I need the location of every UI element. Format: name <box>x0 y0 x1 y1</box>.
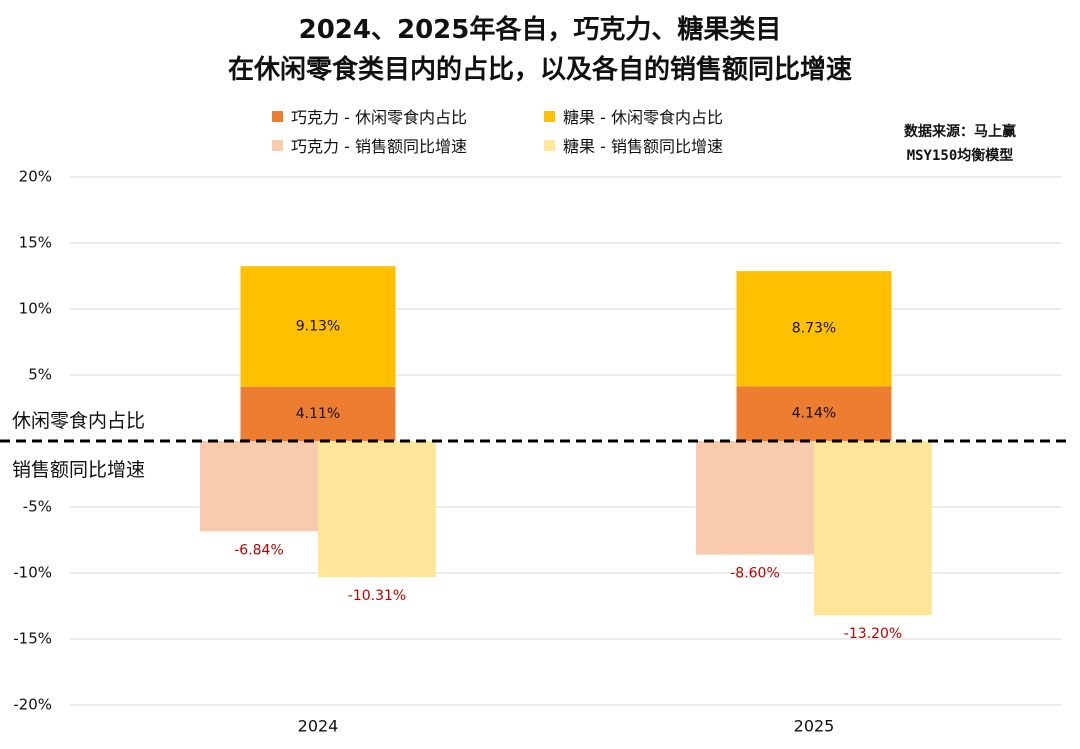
data-source: 数据来源：马上赢 MSY150均衡模型 <box>880 120 1040 168</box>
legend-swatch <box>544 110 555 122</box>
chart-title-line1: 2024、2025年各自，巧克力、糖果类目 <box>298 15 782 45</box>
side-label-share: 休闲零食内占比 <box>12 406 146 433</box>
share-bar <box>736 271 892 387</box>
y-tick-label: 20% <box>19 168 52 186</box>
legend-label: 糖果 - 休闲零食内占比 <box>563 108 723 127</box>
chart-title-line2: 在休闲零食类目内的占比，以及各自的销售额同比增速 <box>227 55 852 85</box>
x-tick-label: 2024 <box>298 717 339 736</box>
growth-data-label: -10.31% <box>348 588 406 604</box>
growth-data-label: -6.84% <box>234 542 284 558</box>
share-bar <box>240 266 396 387</box>
y-tick-label: -10% <box>13 564 52 582</box>
growth-bar <box>200 441 318 532</box>
legend-item-chocolate-share: 巧克力 - 休闲零食内占比 <box>272 104 467 128</box>
legend-label: 巧克力 - 休闲零食内占比 <box>291 108 467 127</box>
side-label-growth: 销售额同比增速 <box>12 455 146 482</box>
legend-item-candy-growth: 糖果 - 销售额同比增速 <box>544 133 723 157</box>
share-data-label: 8.73% <box>792 321 836 337</box>
source-line2: MSY150均衡模型 <box>906 148 1014 164</box>
growth-bar <box>814 441 932 616</box>
legend-label: 糖果 - 销售额同比增速 <box>563 137 723 156</box>
legend-item-chocolate-growth: 巧克力 - 销售额同比增速 <box>272 133 467 157</box>
share-data-label: 4.14% <box>792 406 836 422</box>
growth-data-label: -8.60% <box>730 566 780 582</box>
share-data-label: 4.11% <box>296 406 340 422</box>
y-tick-label: -15% <box>13 630 52 648</box>
legend-swatch <box>544 139 555 151</box>
growth-bar <box>318 441 436 578</box>
growth-bar <box>696 441 814 555</box>
share-bar <box>736 386 892 441</box>
legend-item-candy-share: 糖果 - 休闲零食内占比 <box>544 104 723 128</box>
legend-swatch <box>272 139 283 151</box>
y-tick-label: -5% <box>23 498 52 516</box>
growth-data-label: -13.20% <box>844 626 902 642</box>
x-tick-label: 2025 <box>794 717 835 736</box>
source-line1: 数据来源：马上赢 <box>904 124 1016 140</box>
y-tick-label: 15% <box>19 234 52 252</box>
legend-label: 巧克力 - 销售额同比增速 <box>291 137 467 156</box>
legend-swatch <box>272 110 283 122</box>
share-bar <box>240 386 396 441</box>
share-data-label: 9.13% <box>296 318 340 334</box>
y-tick-label: 5% <box>28 366 52 384</box>
y-tick-label: 10% <box>19 300 52 318</box>
y-tick-label: -20% <box>13 696 52 714</box>
